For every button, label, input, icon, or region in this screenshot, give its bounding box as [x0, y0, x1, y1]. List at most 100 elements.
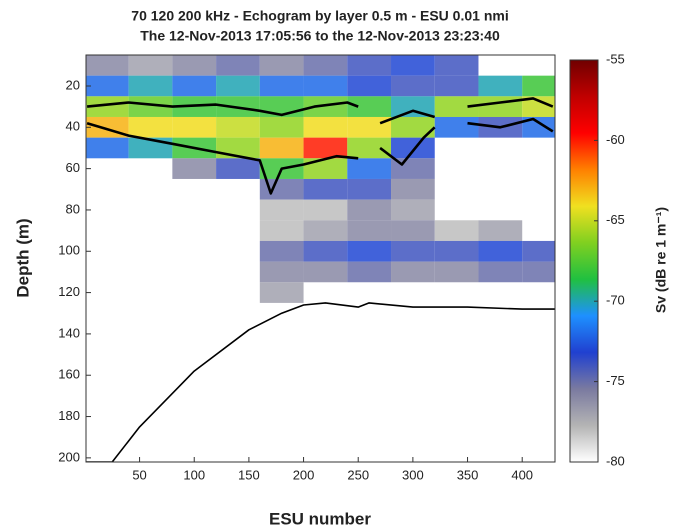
echo-cell	[86, 55, 129, 76]
echo-cell	[86, 96, 129, 117]
echo-cell	[347, 240, 392, 262]
y-tick-label: 100	[58, 243, 80, 258]
echo-cell	[303, 240, 348, 262]
echo-cell	[216, 116, 260, 138]
echo-cell	[259, 261, 304, 283]
y-tick-label: 60	[66, 160, 80, 175]
y-tick-label: 80	[66, 201, 80, 216]
echo-cell	[259, 55, 304, 76]
echo-cell	[303, 178, 348, 200]
echo-cell	[478, 220, 523, 241]
echo-cell	[478, 75, 523, 97]
echo-cell	[391, 199, 435, 221]
y-tick-label: 140	[58, 325, 80, 340]
echo-cell	[522, 116, 555, 138]
echo-cell	[172, 75, 217, 97]
colorbar-tick-label: -75	[606, 373, 625, 388]
echo-cell	[303, 116, 348, 138]
x-tick-label: 200	[293, 467, 315, 482]
echo-cell	[391, 55, 435, 76]
colorbar-tick-label: -80	[606, 453, 625, 468]
seabed-line	[86, 302, 555, 462]
echo-cell	[478, 240, 523, 262]
echo-cell	[128, 116, 173, 138]
echo-cell	[434, 220, 479, 241]
chart-subtitle: The 12-Nov-2013 17:05:56 to the 12-Nov-2…	[140, 28, 500, 44]
echo-cell	[303, 199, 348, 221]
x-axis-label: ESU number	[269, 509, 371, 528]
echo-cell	[434, 75, 479, 97]
colorbar-tick-label: -55	[606, 51, 625, 66]
layer-line	[86, 97, 554, 125]
echo-cell	[391, 178, 435, 200]
echo-cell	[303, 261, 348, 283]
echo-cell	[347, 55, 392, 76]
echo-cell	[172, 158, 217, 179]
colorbar-tick-label: -65	[606, 212, 625, 227]
colorbar-tick-label: -60	[606, 132, 625, 147]
echo-cell	[259, 199, 304, 221]
echo-cell	[391, 75, 435, 97]
echo-cell	[172, 116, 217, 138]
echo-cell	[172, 55, 217, 76]
echo-cell	[128, 96, 173, 117]
echo-cell	[259, 116, 304, 138]
x-tick-label: 50	[132, 467, 146, 482]
echo-cell	[303, 55, 348, 76]
echo-cell	[216, 75, 260, 97]
echo-cell	[434, 116, 479, 138]
echo-cell	[347, 137, 392, 159]
echo-cell	[347, 178, 392, 200]
echo-cell	[434, 55, 479, 76]
layer-line	[86, 117, 554, 195]
y-tick-label: 180	[58, 408, 80, 423]
echo-cell	[391, 116, 435, 138]
echo-cell	[478, 261, 523, 283]
plot-frame	[85, 54, 556, 463]
y-tick-label: 20	[66, 77, 80, 92]
echo-cell	[347, 199, 392, 221]
x-tick-label: 250	[347, 467, 369, 482]
echo-cell	[522, 96, 555, 117]
echo-cell	[259, 282, 304, 303]
echo-cell	[347, 261, 392, 283]
echo-cell	[216, 158, 260, 179]
echo-cell	[391, 137, 435, 159]
echo-cell	[303, 137, 348, 159]
echo-cell	[128, 75, 173, 97]
y-tick-label: 40	[66, 119, 80, 134]
y-tick-label: 120	[58, 284, 80, 299]
echo-cell	[347, 158, 392, 179]
x-tick-label: 400	[511, 467, 533, 482]
echo-cell	[391, 261, 435, 283]
colorbar-label: Sv (dB re 1 m⁻¹)	[653, 207, 669, 313]
echo-cell	[303, 75, 348, 97]
echo-cell	[522, 75, 555, 97]
echo-cell	[391, 220, 435, 241]
echo-cell	[86, 75, 129, 97]
echo-cell	[434, 240, 479, 262]
echo-cell	[303, 158, 348, 179]
echo-cell	[259, 75, 304, 97]
colorbar	[569, 59, 599, 463]
echo-cell	[128, 55, 173, 76]
echo-cell	[391, 240, 435, 262]
echo-cell	[391, 96, 435, 117]
y-tick-label: 200	[58, 449, 80, 464]
echo-cell	[259, 220, 304, 241]
echo-cell	[347, 96, 392, 117]
echo-cell	[434, 261, 479, 283]
y-axis-label: Depth (m)	[13, 218, 32, 297]
echo-cell	[259, 137, 304, 159]
x-tick-label: 350	[457, 467, 479, 482]
echo-cell	[347, 220, 392, 241]
echo-cell	[259, 240, 304, 262]
x-tick-label: 150	[238, 467, 260, 482]
echo-cell	[303, 220, 348, 241]
x-tick-label: 100	[183, 467, 205, 482]
echo-cell	[434, 96, 479, 117]
echo-cell	[216, 55, 260, 76]
echo-cell	[303, 96, 348, 117]
echo-cell	[347, 116, 392, 138]
